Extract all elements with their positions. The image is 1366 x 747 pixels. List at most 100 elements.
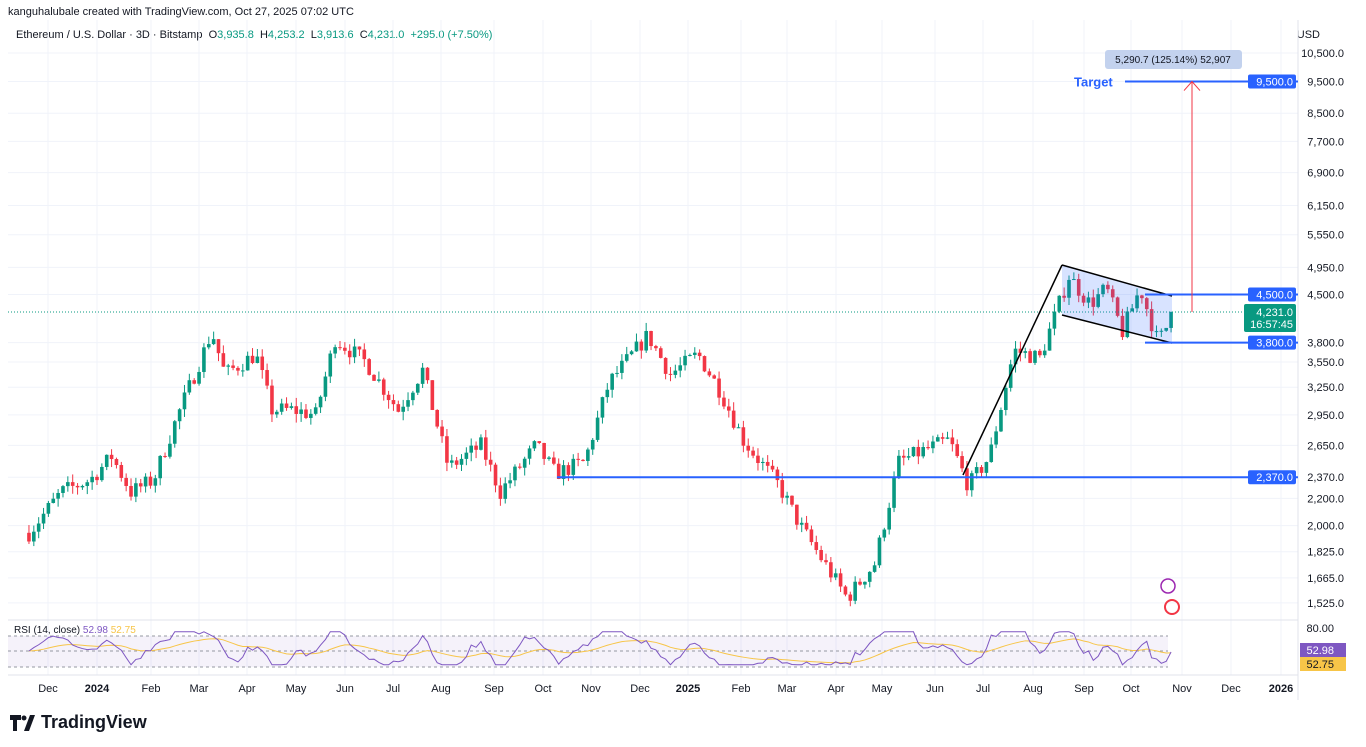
candle-body	[362, 349, 367, 360]
candle-body	[610, 373, 614, 390]
candle-body	[1096, 294, 1100, 307]
candle-body	[702, 356, 707, 372]
candle-body	[853, 581, 857, 601]
x-tick-label: Nov	[1172, 683, 1192, 695]
candle-body	[41, 513, 46, 524]
candle-body	[172, 421, 177, 444]
candle-body	[1120, 315, 1125, 338]
rsi-tick-label: 80.00	[1306, 623, 1334, 635]
candle-body	[51, 498, 56, 503]
high-value: 4,253.2	[267, 29, 305, 41]
candle-body	[799, 522, 804, 525]
y-tick-label: 4,950.0	[1307, 262, 1344, 274]
candle-body	[372, 374, 376, 381]
candle-body	[1154, 331, 1159, 333]
candle-body	[654, 346, 658, 349]
candle-body	[566, 465, 571, 475]
candle-body	[449, 460, 454, 463]
candle-body	[391, 400, 396, 405]
candle-body	[1038, 350, 1042, 356]
candle-body	[1115, 297, 1120, 316]
candle-body	[367, 359, 371, 375]
candle-body	[1164, 327, 1168, 331]
lightning-event-icon	[1160, 578, 1176, 594]
flag-lower-line	[1061, 314, 1173, 344]
candle-body	[712, 375, 717, 379]
candle-body	[780, 480, 785, 498]
x-tick-label: Apr	[827, 683, 844, 695]
candle-body	[537, 441, 542, 443]
candle-body	[600, 397, 605, 418]
candle-body	[279, 403, 284, 412]
candle-body	[620, 360, 624, 373]
candle-body	[731, 410, 736, 428]
candle-body	[522, 458, 527, 468]
y-tick-label: 2,650.0	[1307, 440, 1344, 452]
candle-body	[571, 458, 576, 475]
candle-body	[955, 444, 960, 457]
flag-bottom-level-line-badge	[1248, 335, 1296, 350]
candle-body	[697, 352, 702, 357]
candle-body	[187, 380, 192, 393]
candle-body	[547, 457, 551, 459]
candle-body	[581, 459, 585, 461]
candle-body	[586, 449, 590, 461]
candle-body	[1004, 387, 1008, 410]
candle-body	[1023, 351, 1028, 353]
tradingview-logo[interactable]: TradingView	[10, 712, 147, 733]
candle-body	[673, 370, 678, 375]
x-tick-label: Feb	[142, 683, 161, 695]
candle-body	[304, 409, 308, 418]
symbol-name[interactable]: Ethereum / U.S. Dollar · 3D · Bitstamp	[16, 29, 203, 41]
candle-body	[445, 436, 449, 463]
candle-body	[46, 502, 51, 514]
candle-body	[328, 353, 333, 377]
candle-body	[644, 330, 648, 351]
candle-body	[260, 356, 265, 371]
candle-body	[1101, 284, 1105, 295]
candle-body	[945, 437, 950, 439]
candle-body	[75, 485, 80, 488]
candle-body	[27, 532, 31, 542]
low-value: 3,913.6	[316, 29, 354, 41]
rsi-ma-value: 52.75	[110, 625, 136, 636]
x-tick-label: Apr	[238, 683, 255, 695]
candle-body	[1159, 330, 1164, 332]
target-level-line-badge	[1248, 74, 1296, 89]
candle-body	[109, 454, 114, 460]
candle-body	[1018, 348, 1023, 353]
y-tick-label: 10,500.0	[1301, 48, 1344, 60]
candle-body	[294, 406, 299, 414]
candle-body	[1072, 279, 1076, 281]
candle-body	[66, 482, 70, 487]
last-price-label: 4,231.0	[1256, 307, 1293, 319]
candle-body	[736, 427, 741, 429]
candle-body	[265, 370, 269, 386]
rsi-ma-badge	[1300, 657, 1346, 671]
target-label: Target	[1074, 75, 1113, 90]
candle-body	[678, 365, 682, 371]
candle-body	[163, 455, 167, 457]
candle-body	[56, 492, 60, 499]
candle-body	[590, 439, 595, 450]
candle-body	[508, 480, 512, 484]
candle-body	[474, 445, 478, 450]
flag-upper-line	[1061, 264, 1173, 297]
candle-body	[114, 459, 119, 466]
candle-body	[343, 347, 347, 351]
candle-body	[80, 485, 85, 488]
candle-body	[897, 455, 901, 479]
x-tick-label: Mar	[190, 683, 209, 695]
tradingview-logo-icon	[10, 714, 35, 731]
candle-body	[906, 456, 911, 458]
candle-body	[352, 346, 357, 358]
candle-body	[1091, 297, 1096, 307]
candle-body	[435, 409, 439, 427]
candle-body	[970, 473, 974, 491]
open-value: 3,935.8	[217, 29, 254, 41]
candle-body	[284, 403, 289, 408]
rsi-value-badge	[1300, 643, 1346, 657]
candle-body	[843, 586, 848, 595]
measure-box	[1105, 50, 1242, 69]
